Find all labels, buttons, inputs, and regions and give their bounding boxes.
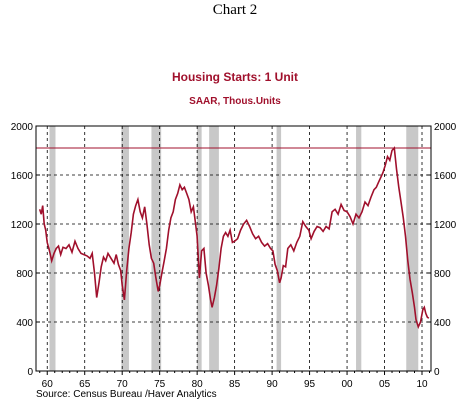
chart-caption: Chart 2 bbox=[212, 2, 258, 18]
x-tick-label: 70 bbox=[117, 379, 129, 390]
x-tick-label: 80 bbox=[192, 379, 204, 390]
plot-frame bbox=[35, 125, 432, 372]
recession-band-2 bbox=[151, 126, 162, 371]
recession-band-6 bbox=[356, 126, 362, 371]
y-tick-label-left: 400 bbox=[16, 318, 33, 329]
y-tick-label-right: 2000 bbox=[434, 122, 457, 133]
y-tick-label-right: 1200 bbox=[434, 220, 457, 231]
x-tick-label: 00 bbox=[341, 379, 353, 390]
x-tick-label: 65 bbox=[79, 379, 91, 390]
chart-subtitle: SAAR, Thous.Units bbox=[189, 96, 281, 107]
y-tick-label-left: 800 bbox=[16, 269, 33, 280]
y-tick-label-right: 400 bbox=[434, 318, 451, 329]
chart-title: Housing Starts: 1 Unit bbox=[171, 70, 298, 84]
recession-band-7 bbox=[406, 126, 419, 371]
recession-band-3 bbox=[197, 126, 202, 371]
x-tick-label: 75 bbox=[154, 379, 166, 390]
recession-bands bbox=[49, 126, 419, 371]
grid-lines bbox=[36, 126, 431, 371]
x-tick-label: 60 bbox=[42, 379, 54, 390]
x-tick-label: 10 bbox=[416, 379, 428, 390]
x-tick-label: 85 bbox=[229, 379, 241, 390]
y-tick-label-right: 1600 bbox=[434, 171, 457, 182]
y-tick-label-right: 800 bbox=[434, 269, 451, 280]
y-tick-label-left: 0 bbox=[27, 367, 33, 378]
axis-ticks bbox=[36, 125, 431, 375]
x-tick-label: 05 bbox=[379, 379, 391, 390]
y-tick-label-left: 1600 bbox=[11, 171, 34, 182]
series-line-housing-starts bbox=[38, 146, 430, 330]
y-tick-label-left: 1200 bbox=[11, 220, 34, 231]
x-tick-label: 90 bbox=[267, 379, 279, 390]
source-note: Source: Census Bureau /Haver Analytics bbox=[36, 389, 217, 400]
recession-band-0 bbox=[49, 126, 56, 371]
recession-band-4 bbox=[209, 126, 219, 371]
recession-band-5 bbox=[276, 126, 282, 371]
recession-band-1 bbox=[121, 126, 129, 371]
y-tick-label-left: 2000 bbox=[11, 122, 34, 133]
x-tick-label: 95 bbox=[304, 379, 316, 390]
y-tick-label-right: 0 bbox=[434, 367, 440, 378]
